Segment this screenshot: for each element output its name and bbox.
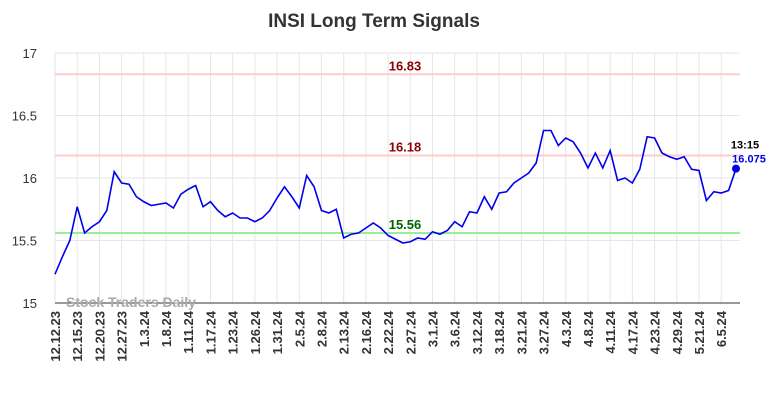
last-point bbox=[732, 164, 740, 173]
x-tick-label: 3.18.24 bbox=[492, 310, 507, 354]
x-tick-label: 2.8.24 bbox=[314, 310, 329, 347]
y-tick-label: 17 bbox=[23, 46, 37, 61]
y-tick-label: 16 bbox=[23, 171, 37, 186]
x-tick-label: 1.31.24 bbox=[270, 310, 285, 354]
price-line bbox=[54, 129, 737, 275]
x-tick-label: 4.11.24 bbox=[603, 310, 618, 353]
signal-label: 15.56 bbox=[389, 217, 422, 232]
signal-label: 16.18 bbox=[389, 140, 422, 155]
y-tick-label: 16.5 bbox=[12, 109, 37, 124]
x-tick-label: 1.17.24 bbox=[203, 310, 218, 354]
x-tick-label: 5.21.24 bbox=[692, 310, 707, 354]
x-tick-label: 3.27.24 bbox=[537, 310, 552, 354]
x-tick-label: 3.1.24 bbox=[426, 310, 441, 347]
x-tick-label: 1.26.24 bbox=[248, 310, 263, 354]
x-tick-label: 2.22.24 bbox=[381, 310, 396, 354]
x-tick-label: 2.5.24 bbox=[292, 310, 307, 347]
x-tick-label: 2.16.24 bbox=[359, 310, 374, 354]
x-tick-label: 1.11.24 bbox=[181, 310, 196, 353]
y-tick-label: 15 bbox=[23, 296, 37, 311]
x-tick-label: 12.15.23 bbox=[70, 311, 85, 362]
signal-label: 16.83 bbox=[389, 58, 422, 73]
x-tick-label: 4.17.24 bbox=[625, 310, 640, 354]
x-tick-label: 1.23.24 bbox=[226, 310, 241, 354]
x-tick-label: 4.23.24 bbox=[648, 310, 663, 354]
x-tick-label: 1.8.24 bbox=[159, 310, 174, 347]
last-value: 16.075 bbox=[732, 154, 766, 166]
x-tick-label: 3.6.24 bbox=[448, 310, 463, 347]
x-tick-label: 6.5.24 bbox=[714, 310, 729, 347]
x-tick-label: 4.29.24 bbox=[670, 310, 685, 354]
x-tick-label: 12.20.23 bbox=[92, 311, 107, 362]
x-tick-label: 3.21.24 bbox=[514, 310, 529, 354]
watermark: Stock Traders Daily bbox=[66, 294, 196, 310]
x-tick-label: 4.8.24 bbox=[581, 310, 596, 347]
x-tick-label: 12.27.23 bbox=[115, 311, 130, 362]
chart-title: INSI Long Term Signals bbox=[268, 11, 480, 32]
x-tick-label: 3.12.24 bbox=[470, 310, 485, 354]
x-tick-label: 2.13.24 bbox=[337, 310, 352, 354]
x-tick-label: 2.27.24 bbox=[403, 310, 418, 354]
x-tick-label: 4.3.24 bbox=[559, 310, 574, 347]
x-tick-label: 12.12.23 bbox=[48, 311, 63, 362]
x-tick-label: 1.3.24 bbox=[137, 310, 152, 347]
y-tick-label: 15.5 bbox=[12, 234, 37, 249]
last-time: 13:15 bbox=[731, 140, 759, 152]
